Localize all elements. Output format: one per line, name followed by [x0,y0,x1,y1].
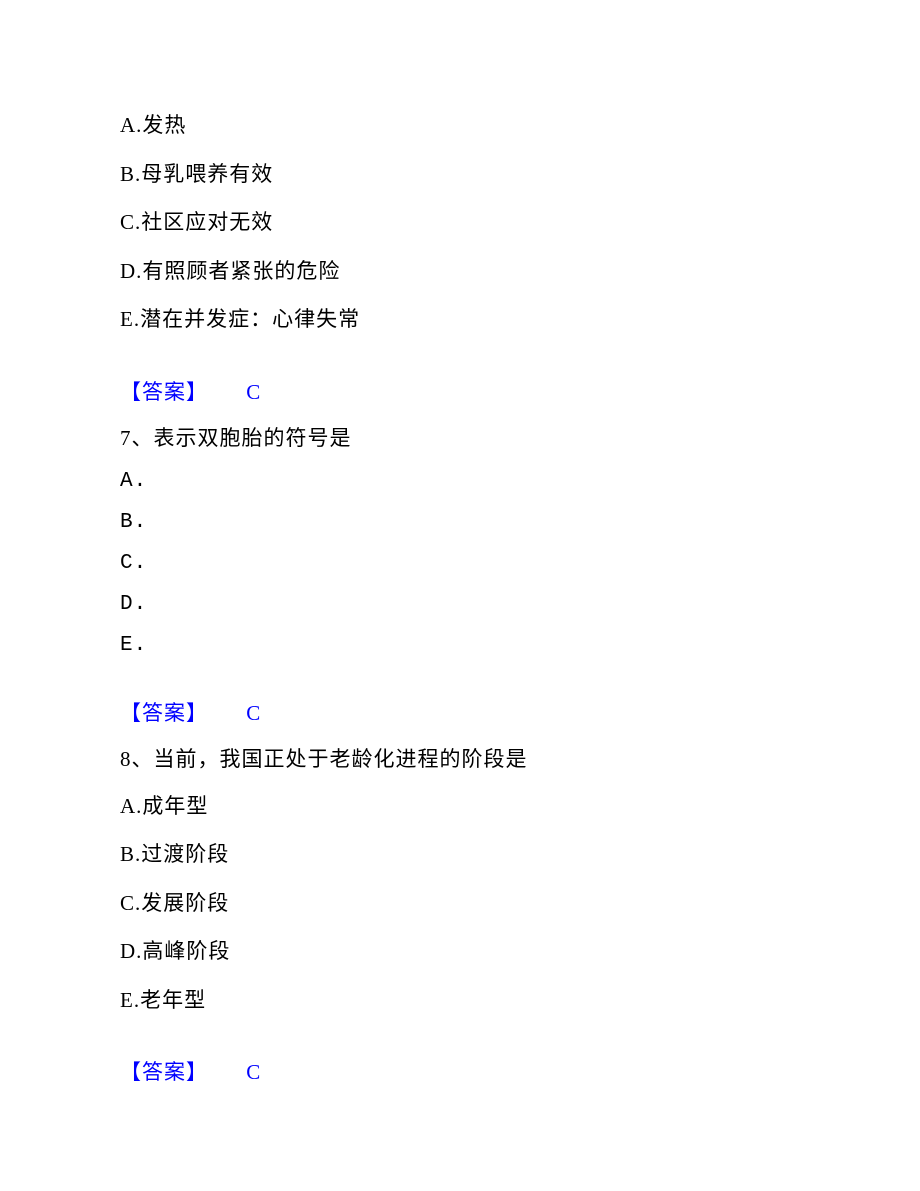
q6-answer: 【答案】 C [120,376,800,406]
q6-option-c: C.社区应对无效 [120,207,800,239]
q7-answer: 【答案】 C [120,697,800,727]
q8-answer: 【答案】 C [120,1056,800,1086]
q8-option-b: B.过渡阶段 [120,839,800,871]
q7-option-b: B. [120,511,800,534]
q8-option-a: A.成年型 [120,791,800,823]
q8-option-d: D.高峰阶段 [120,936,800,968]
q7-option-c: C. [120,552,800,575]
q7-answer-label: 【答案】 [120,701,208,725]
q6-option-a: A.发热 [120,110,800,142]
q8-answer-label: 【答案】 [120,1060,208,1084]
q7-option-a: A. [120,470,800,493]
q6-option-b: B.母乳喂养有效 [120,159,800,191]
q6-answer-value: C [246,380,261,404]
q7-option-e: E. [120,634,800,657]
q8-option-c: C.发展阶段 [120,888,800,920]
q6-answer-label: 【答案】 [120,380,208,404]
q6-option-e: E.潜在并发症：心律失常 [120,304,800,336]
q7-option-d: D. [120,593,800,616]
q8-option-e: E.老年型 [120,985,800,1017]
q7-answer-value: C [246,701,261,725]
q6-option-d: D.有照顾者紧张的危险 [120,256,800,288]
q8-stem: 8、当前，我国正处于老龄化进程的阶段是 [120,743,800,773]
q8-answer-value: C [246,1060,261,1084]
q7-stem: 7、表示双胞胎的符号是 [120,422,800,452]
